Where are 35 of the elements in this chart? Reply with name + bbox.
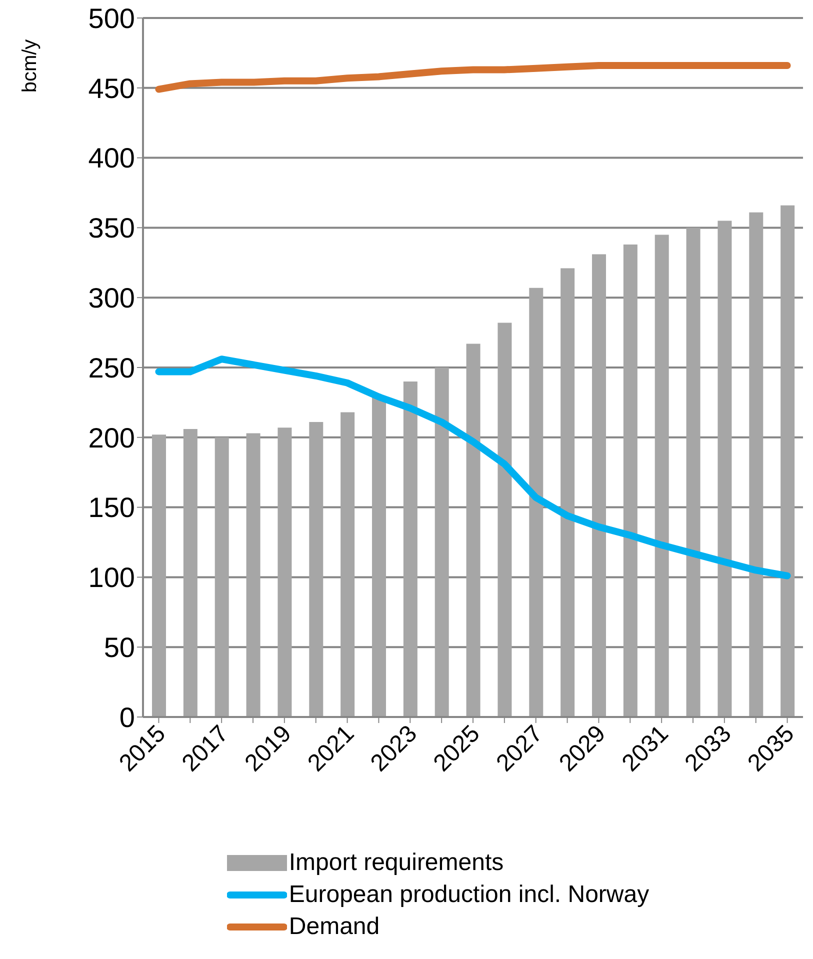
bar	[246, 433, 260, 717]
y-tick-label: 50	[104, 632, 135, 664]
legend-label: Import requirements	[288, 848, 504, 878]
bar	[592, 254, 606, 717]
bar	[278, 428, 292, 717]
bar	[718, 220, 732, 717]
bar	[749, 212, 764, 717]
y-tick-label: 100	[88, 562, 135, 594]
bar	[466, 344, 480, 717]
bar	[309, 422, 324, 717]
bar	[403, 381, 418, 717]
legend-label: European production incl. Norway	[288, 880, 650, 910]
bar	[340, 412, 355, 717]
y-tick-label: 350	[88, 212, 135, 244]
y-axis-title: bcm/y	[19, 39, 41, 93]
bar	[560, 268, 575, 717]
bar	[434, 368, 449, 717]
y-tick-label: 250	[88, 352, 135, 384]
bar	[498, 322, 512, 717]
y-tick-label: 500	[88, 2, 135, 34]
y-tick-label: 450	[88, 72, 135, 104]
bar	[623, 244, 638, 717]
bar	[152, 434, 166, 717]
legend-label: Demand	[288, 912, 380, 942]
bar	[372, 396, 386, 717]
bar	[686, 228, 700, 717]
y-tick-label: 150	[88, 492, 135, 524]
y-tick-label: 200	[88, 422, 135, 454]
bar	[183, 429, 198, 717]
bar	[654, 234, 669, 717]
bar	[780, 205, 795, 717]
y-tick-label: 300	[88, 282, 135, 314]
y-tick-label: 400	[88, 142, 135, 174]
bar	[214, 437, 229, 717]
bar	[529, 288, 544, 717]
